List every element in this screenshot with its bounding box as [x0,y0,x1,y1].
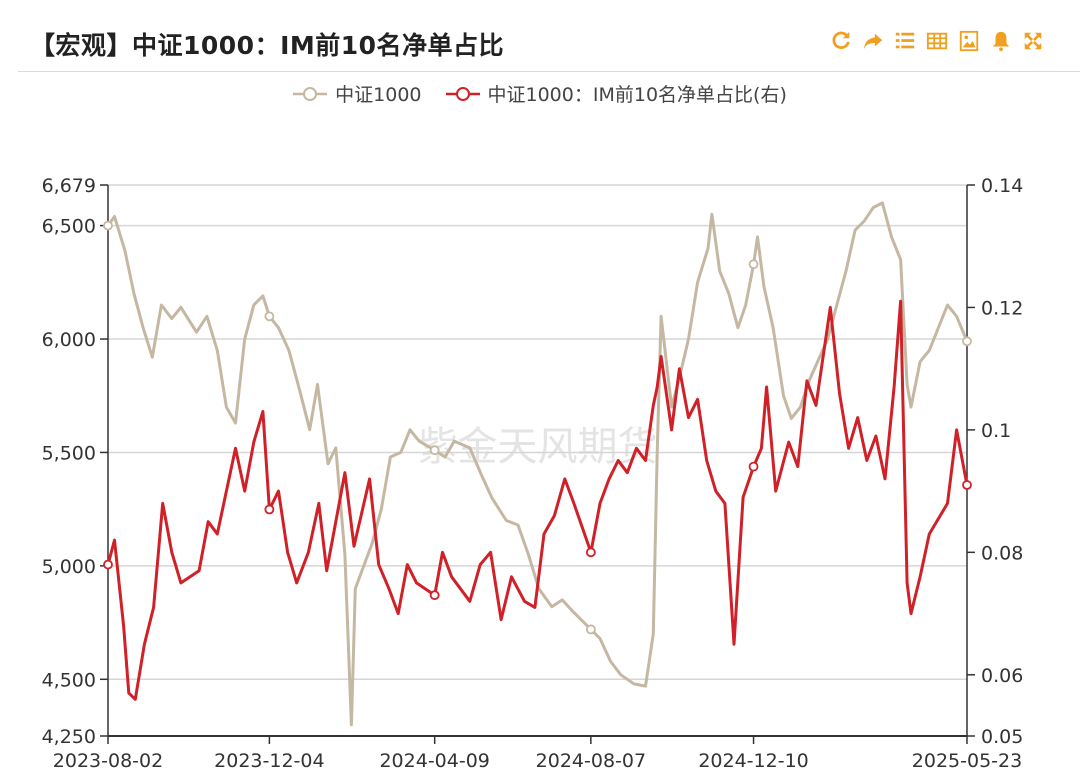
y-left-tick-label-5: 6,500 [42,216,96,238]
series-1-marker-5[interactable] [962,480,972,490]
x-tick-label-5: 2025-05-23 [912,750,1022,772]
x-tick-label-3: 2024-08-07 [536,750,646,772]
series-1-marker-4[interactable] [748,461,759,472]
share-icon[interactable] [862,30,884,52]
line-chart: 紫金天风期货4,2504,5005,0005,5006,0006,5006,67… [42,175,1024,772]
y-right-tick-label-5: 0.14 [981,175,1023,197]
legend-item-csi1000[interactable]: 中证1000 [293,80,422,107]
y-right-tick-label-0: 0.05 [981,726,1023,748]
x-tick-label-4: 2024-12-10 [698,750,808,772]
y-left-tick-label-6: 6,679 [42,175,96,197]
chart-header: 【宏观】中证1000：IM前10名净单占比 [0,0,1080,74]
x-tick-label-1: 2023-12-04 [214,750,324,772]
y-left-tick-label-2: 5,000 [42,556,96,578]
chart-title: 【宏观】中证1000：IM前10名净单占比 [30,31,505,60]
chart-legend: 中证1000 中证1000：IM前10名净单占比(右) [0,80,1080,107]
list-icon[interactable] [894,30,916,52]
legend-marker-im-net-ratio [445,86,480,101]
y-right-tick-label-4: 0.12 [981,297,1023,319]
series-line-1 [106,299,969,701]
legend-item-im-net-ratio[interactable]: 中证1000：IM前10名净单占比(右) [445,80,787,107]
series-0-marker-4[interactable] [748,259,759,270]
legend-marker-csi1000 [293,86,328,101]
x-tick-label-2: 2024-04-09 [379,750,489,772]
series-1-marker-2[interactable] [429,590,440,601]
legend-label-csi1000: 中证1000 [335,84,422,106]
legend-label-im-net-ratio: 中证1000：IM前10名净单占比(右) [487,84,787,106]
series-1-marker-0[interactable] [103,559,113,570]
header-divider [18,71,1080,72]
y-left-tick-label-4: 6,000 [42,329,96,351]
series-0-marker-0[interactable] [103,220,113,231]
series-1-marker-1[interactable] [264,504,275,515]
series-0-marker-2[interactable] [429,445,440,456]
refresh-icon[interactable] [830,30,852,52]
y-left-tick-label-1: 4,500 [42,669,96,691]
series-1-marker-3[interactable] [585,547,596,558]
bell-icon[interactable] [990,30,1012,52]
image-icon[interactable] [958,30,980,52]
series-0-marker-3[interactable] [585,624,596,635]
x-tick-label-0: 2023-08-02 [53,750,163,772]
table-icon[interactable] [926,30,948,52]
y-left-tick-label-0: 4,250 [42,726,96,748]
series-0-marker-1[interactable] [264,311,275,322]
y-right-tick-label-1: 0.06 [981,665,1023,687]
y-right-tick-label-2: 0.08 [981,542,1023,564]
y-left-tick-label-3: 5,500 [42,442,96,464]
series-line-0 [106,201,969,727]
y-right-tick-label-3: 0.1 [981,420,1011,442]
fullscreen-icon[interactable] [1022,30,1044,52]
series-0-marker-5[interactable] [962,336,972,347]
chart-toolbar [830,30,1044,52]
chart-area: 紫金天风期货 4,250 4,500 5,000 5,500 6,000 6,500 6,67… [0,120,1080,779]
